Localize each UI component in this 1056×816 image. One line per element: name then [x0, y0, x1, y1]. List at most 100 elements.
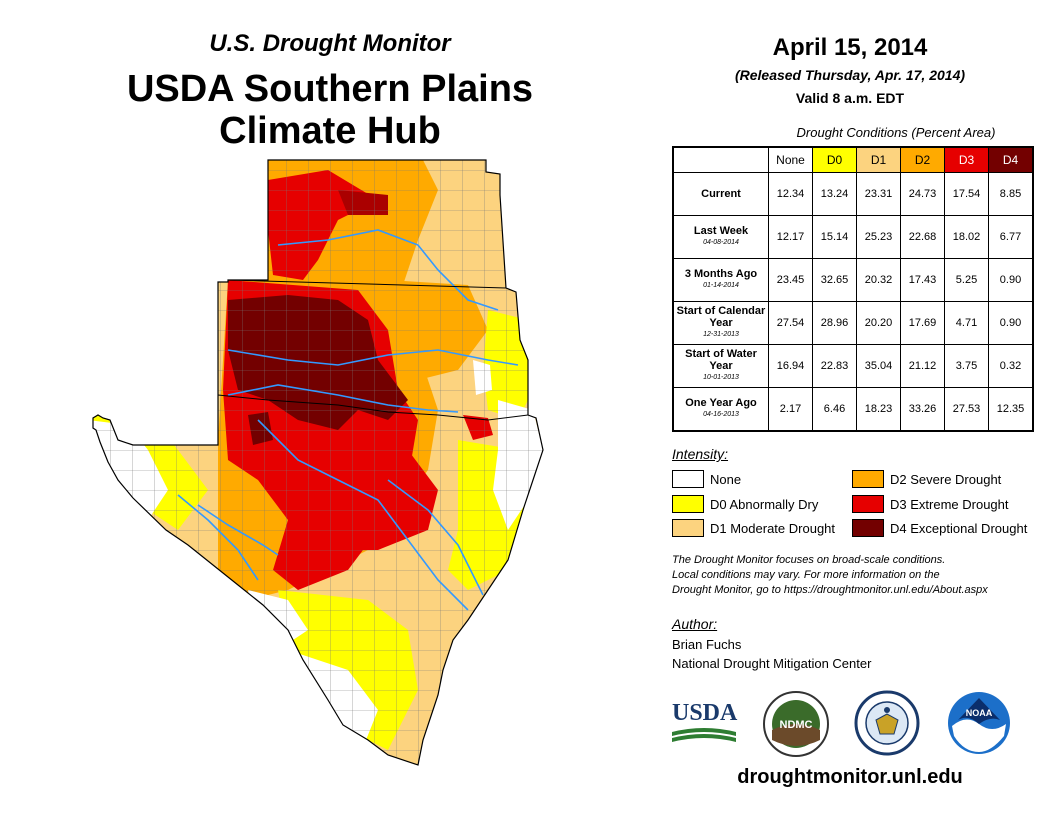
- table-cell: 12.35: [988, 387, 1034, 432]
- ndmc-logo: NDMC: [763, 691, 829, 757]
- table-cell: 17.54: [944, 172, 989, 216]
- legend-swatch: [672, 519, 704, 537]
- table-cell: 22.83: [812, 344, 857, 388]
- drought-conditions-table: None D0 D1 D2 D3 D4 Current 12.34 13.24 …: [672, 146, 1034, 432]
- river-brazos: [257, 419, 469, 611]
- river-canadian: [227, 349, 519, 366]
- table-cell: 23.31: [856, 172, 901, 216]
- legend-swatch: [852, 519, 884, 537]
- drought-map: [92, 159, 544, 766]
- legend-item-d0: D0 Abnormally Dry: [672, 495, 818, 513]
- legend-item-none: None: [672, 470, 741, 488]
- valid-time: Valid 8 a.m. EDT: [795, 90, 905, 106]
- note-line-1: The Drought Monitor focuses on broad-sca…: [672, 554, 946, 566]
- table-cell: 18.02: [944, 215, 989, 259]
- legend-item-d4: D4 Exceptional Drought: [852, 519, 1027, 537]
- legend-label: D2 Severe Drought: [890, 471, 1002, 487]
- table-cell: 35.04: [856, 344, 901, 388]
- table-row: Start of Calendar Year 12-31-2013 27.54 2…: [672, 301, 1034, 345]
- column-header-d2: D2: [900, 146, 945, 173]
- legend-swatch: [852, 495, 884, 513]
- table-cell: 25.23: [856, 215, 901, 259]
- table-cell: 15.14: [812, 215, 857, 259]
- legend-item-d3: D3 Extreme Drought: [852, 495, 1009, 513]
- table-cell: 0.32: [988, 344, 1034, 388]
- table-cell: 3.75: [944, 344, 989, 388]
- usda-logo: USDA: [672, 700, 738, 750]
- legend-swatch: [852, 470, 884, 488]
- row-date: 10-01-2013: [703, 374, 739, 381]
- oklahoma-texas-border: [217, 394, 529, 421]
- table-corner: [673, 147, 769, 173]
- table-cell: 20.20: [856, 301, 901, 345]
- legend-label: D3 Extreme Drought: [890, 496, 1009, 512]
- row-date: 04-08-2014: [703, 239, 739, 246]
- table-row: One Year Ago 04-16-2013 2.17 6.46 18.23 3…: [672, 387, 1034, 432]
- table-cell: 27.54: [768, 301, 813, 345]
- table-row: Last Week 04-08-2014 12.17 15.14 25.23 22…: [672, 215, 1034, 259]
- noaa-logo-text: NOAA: [966, 708, 993, 718]
- river-arkansas: [277, 229, 499, 311]
- conditions-title: Drought Conditions (Percent Area): [796, 125, 996, 140]
- table-cell: 16.94: [768, 344, 813, 388]
- table-cell: 0.90: [988, 258, 1034, 302]
- row-label-text: Current: [701, 188, 741, 200]
- region-outline: [92, 159, 544, 766]
- ndmc-logo-text: NDMC: [780, 719, 813, 731]
- row-label: Current: [672, 172, 769, 216]
- title-line-1: USDA Southern Plains: [126, 68, 534, 110]
- county-grid: [93, 160, 543, 765]
- column-header-d0: D0: [812, 146, 857, 173]
- row-label: 3 Months Ago 01-14-2014: [672, 258, 769, 302]
- row-label-text: Last Week: [693, 225, 749, 237]
- map-subtitle: U.S. Drought Monitor: [209, 30, 451, 57]
- author-name: Brian Fuchs: [672, 637, 742, 652]
- column-header-d4: D4: [988, 146, 1034, 173]
- row-label-text: 3 Months Ago: [684, 268, 758, 280]
- column-header-d3: D3: [944, 146, 989, 173]
- table-cell: 21.12: [900, 344, 945, 388]
- author-organization: National Drought Mitigation Center: [672, 656, 872, 671]
- map-date: April 15, 2014: [772, 34, 928, 61]
- footer-url[interactable]: droughtmonitor.unl.edu: [737, 766, 963, 788]
- note-line-2: Local conditions may vary. For more info…: [672, 569, 940, 581]
- legend-label: None: [710, 471, 742, 487]
- column-header-d1: D1: [856, 146, 901, 173]
- table-cell: 24.73: [900, 172, 945, 216]
- table-row: Start of Water Year 10-01-2013 16.94 22.8…: [672, 344, 1034, 388]
- river-pecos: [177, 494, 259, 581]
- table-cell: 12.17: [768, 215, 813, 259]
- table-cell: 23.45: [768, 258, 813, 302]
- table-cell: 17.69: [900, 301, 945, 345]
- table-cell: 17.43: [900, 258, 945, 302]
- table-cell: 4.71: [944, 301, 989, 345]
- legend-item-d2: D2 Severe Drought: [852, 470, 1001, 488]
- table-row: 3 Months Ago 01-14-2014 23.45 32.65 20.32…: [672, 258, 1034, 302]
- noaa-logo: NOAA: [948, 692, 1010, 754]
- released-date: (Released Thursday, Apr. 17, 2014): [734, 67, 966, 83]
- river-rio-grande: [197, 504, 279, 556]
- table-cell: 28.96: [812, 301, 857, 345]
- row-date: 04-16-2013: [703, 411, 739, 418]
- note-line-3: Drought Monitor, go to https://droughtmo…: [672, 584, 988, 596]
- row-label-text: Start of Calendar Year: [676, 305, 766, 329]
- table-cell: 32.65: [812, 258, 857, 302]
- table-cell: 2.17: [768, 387, 813, 432]
- table-cell: 12.34: [768, 172, 813, 216]
- row-label-text: Start of Water Year: [685, 348, 757, 372]
- table-cell: 27.53: [944, 387, 989, 432]
- kansas-oklahoma-border: [227, 279, 507, 289]
- row-label: Start of Calendar Year 12-31-2013: [672, 301, 769, 345]
- usda-logo-text: USDA: [672, 700, 738, 726]
- title-line-2: Climate Hub: [219, 110, 441, 152]
- table-cell: 20.32: [856, 258, 901, 302]
- legend-item-d1: D1 Moderate Drought: [672, 519, 835, 537]
- row-label-text: One Year Ago: [685, 397, 757, 409]
- row-date: 12-31-2013: [703, 331, 739, 338]
- table-row: Current 12.34 13.24 23.31 24.73 17.54 8.…: [672, 172, 1034, 216]
- legend-label: D4 Exceptional Drought: [890, 520, 1028, 536]
- row-label: Start of Water Year 10-01-2013: [672, 344, 769, 388]
- author-heading: Author:: [672, 616, 718, 632]
- legend-title: Intensity:: [672, 446, 729, 462]
- table-cell: 8.85: [988, 172, 1034, 216]
